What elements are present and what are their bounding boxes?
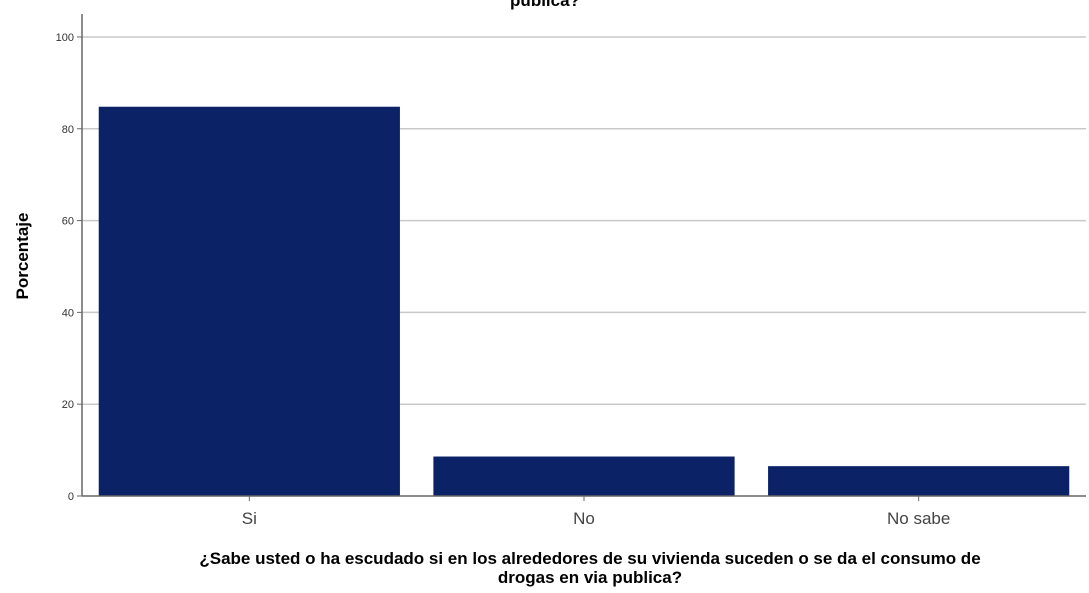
bars	[98, 106, 1070, 497]
y-tick-label: 100	[56, 32, 74, 44]
x-axis-label-line1: ¿Sabe usted o ha escudado si en los alre…	[199, 549, 980, 568]
y-axis-ticks: 0 20 40 60 80 100	[56, 32, 82, 503]
bar-no	[433, 456, 735, 496]
chart-title: publica?	[510, 0, 580, 10]
x-tick-label: Si	[242, 509, 257, 528]
x-axis-label-line2: drogas en via publica?	[498, 568, 682, 587]
y-tick-label: 80	[62, 124, 74, 136]
y-tick-label: 20	[62, 399, 74, 411]
bar-no-sabe	[768, 466, 1070, 496]
x-tick-label: No	[573, 509, 595, 528]
bar-si	[98, 106, 400, 497]
y-tick-label: 0	[68, 491, 74, 503]
y-tick-label: 60	[62, 216, 74, 228]
y-tick-label: 40	[62, 307, 74, 319]
y-axis-label: Porcentaje	[13, 213, 32, 300]
x-axis-ticks: Si No No sabe	[242, 496, 950, 528]
x-tick-label: No sabe	[887, 509, 950, 528]
